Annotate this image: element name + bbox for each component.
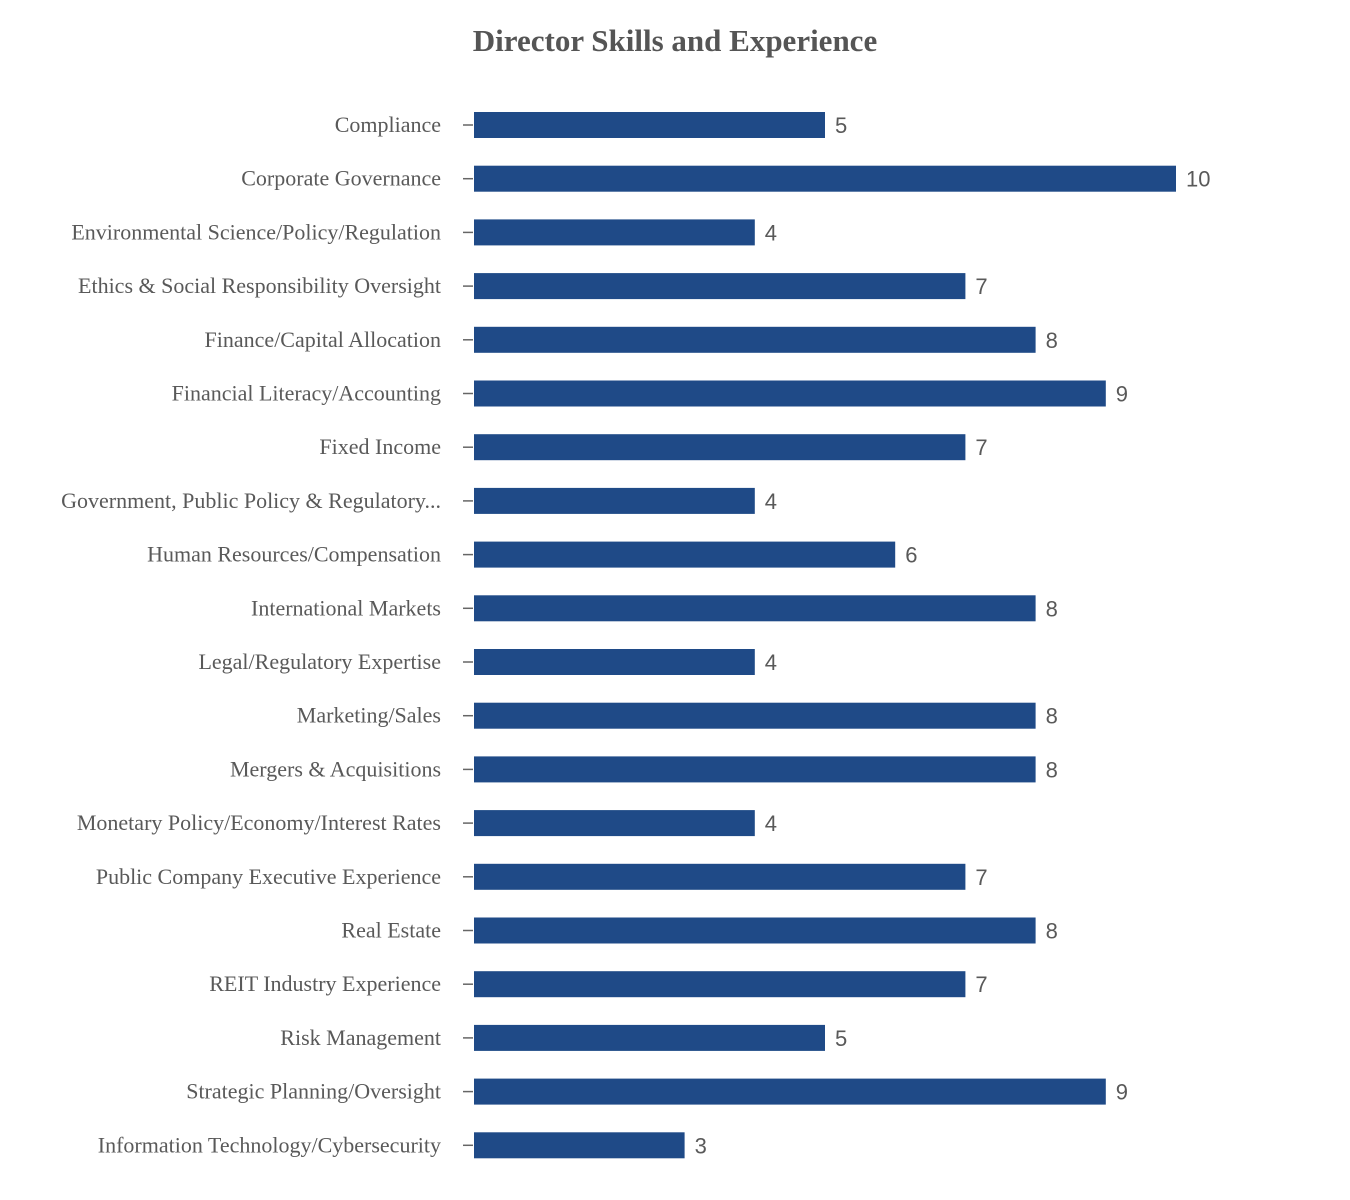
value-label: 9 <box>1116 382 1128 407</box>
bar <box>474 541 896 568</box>
bar <box>474 273 966 300</box>
bar <box>474 326 1036 353</box>
bar <box>474 165 1176 192</box>
bar <box>474 595 1036 622</box>
value-label: 9 <box>1116 1080 1128 1105</box>
value-label: 5 <box>835 113 847 138</box>
value-label: 5 <box>835 1026 847 1051</box>
category-label: Real Estate <box>341 918 441 943</box>
bar <box>474 649 755 675</box>
category-label: Human Resources/Compensation <box>147 542 441 567</box>
bar <box>474 1024 825 1051</box>
category-label: Finance/Capital Allocation <box>205 327 441 352</box>
bar <box>474 863 966 890</box>
category-label: Environmental Science/Policy/Regulation <box>71 219 441 244</box>
category-label: REIT Industry Experience <box>209 971 441 996</box>
bar <box>474 810 755 837</box>
value-label: 8 <box>1046 328 1058 353</box>
bar <box>474 1132 685 1159</box>
bar <box>474 917 1036 944</box>
value-label: 4 <box>765 811 777 836</box>
bar <box>474 702 1036 729</box>
value-label: 10 <box>1186 167 1210 192</box>
value-label: 8 <box>1046 596 1058 621</box>
category-label: Fixed Income <box>319 434 441 459</box>
category-label: Monetary Policy/Economy/Interest Rates <box>77 810 441 835</box>
category-label: Information Technology/Cybersecurity <box>98 1132 441 1157</box>
value-label: 6 <box>905 543 917 568</box>
category-label: Risk Management <box>280 1025 441 1050</box>
value-label: 8 <box>1046 919 1058 944</box>
bar <box>474 434 966 461</box>
category-label: Strategic Planning/Oversight <box>186 1079 441 1104</box>
value-label: 7 <box>975 972 987 997</box>
category-label: International Markets <box>251 595 441 620</box>
value-label: 8 <box>1046 757 1058 782</box>
value-label: 7 <box>975 274 987 299</box>
category-label: Financial Literacy/Accounting <box>172 381 441 406</box>
bar <box>474 487 755 514</box>
bar <box>474 112 825 138</box>
value-label: 8 <box>1046 704 1058 729</box>
category-label: Compliance <box>335 112 441 137</box>
category-label: Government, Public Policy & Regulatory..… <box>61 488 441 513</box>
bar <box>474 219 755 246</box>
value-label: 7 <box>975 435 987 460</box>
value-label: 3 <box>695 1133 707 1158</box>
chart-title: Director Skills and Experience <box>473 23 877 58</box>
value-label: 4 <box>765 489 777 514</box>
bars-group: Compliance 5 Corporate Governance 10 Environ… <box>61 112 1210 1159</box>
category-label: Ethics & Social Responsibility Oversight <box>78 273 441 298</box>
bar <box>474 756 1036 783</box>
category-label: Mergers & Acquisitions <box>230 756 441 781</box>
category-label: Corporate Governance <box>241 166 441 191</box>
category-label: Public Company Executive Experience <box>96 864 441 889</box>
value-label: 7 <box>975 865 987 890</box>
bar <box>474 971 966 998</box>
bar <box>474 380 1106 407</box>
value-label: 4 <box>765 650 777 675</box>
bar <box>474 1078 1106 1105</box>
category-label: Legal/Regulatory Expertise <box>198 649 441 674</box>
category-label: Marketing/Sales <box>297 703 441 728</box>
value-label: 4 <box>765 220 777 245</box>
